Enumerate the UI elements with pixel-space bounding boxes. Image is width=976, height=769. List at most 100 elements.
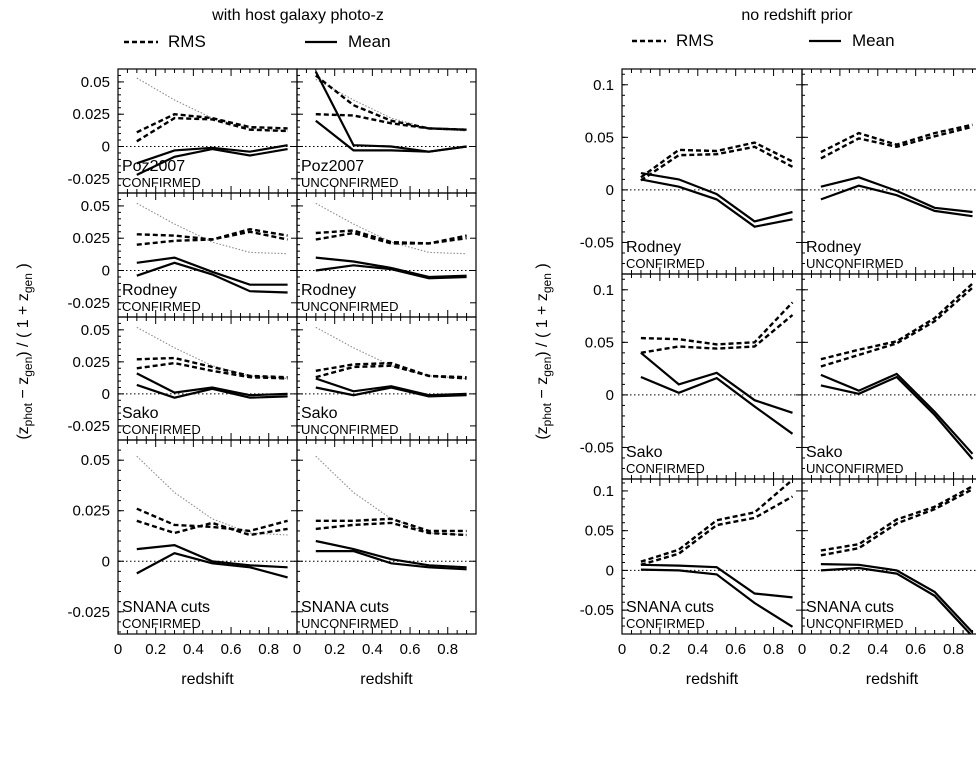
rms-series-line-1 [820,282,974,361]
x-tick-label: 0.8 [258,641,279,658]
rms-series-line-2 [640,495,794,566]
rms-series-line-1 [315,229,467,245]
y-tick-label: -0.05 [580,234,614,251]
panel-status-label: UNCONFIRMED [301,422,399,437]
mean-series-line-4 [315,264,467,280]
mean-series-line-3 [315,539,467,569]
reference-rms-line [136,455,288,536]
y-tick-label: 0.05 [81,322,110,339]
mean-series-line-4 [640,375,794,435]
series-group [136,202,288,294]
panel-frame [296,439,477,635]
rms-series-line-2 [315,113,467,131]
series-group [820,485,974,634]
rms-series-line-2 [315,364,467,380]
panel-status-label: UNCONFIRMED [806,461,904,476]
x-tick-label: 0.2 [145,641,166,658]
y-tick-label: 0 [102,263,110,280]
x-tick-label: 0.6 [905,641,926,658]
figure-content: with host galaxy photo-z RMS Mean -0.025 0 0.… [15,7,976,688]
reference-rms-line [136,202,288,255]
reference-rms-line [315,326,467,380]
rms-series-line-2 [820,125,973,160]
y-tick-label: 0.1 [593,77,614,94]
series-group [315,326,467,398]
series-group [136,326,288,399]
panel-status-label: UNCONFIRMED [301,616,399,631]
rms-series-line-2 [136,116,288,143]
panel-dataset-label: Rodney [626,239,681,256]
mean-series-line-3 [640,172,793,223]
y-tick-label: -0.025 [67,171,110,188]
x-tick-label: 0.2 [649,641,670,658]
rms-series-line-2 [820,488,974,557]
y-tick-label: 0 [102,386,110,403]
y-tick-label: 0.05 [81,452,110,469]
series-group [640,479,794,628]
x-tick-label: 0.4 [183,641,204,658]
mean-series-line-4 [640,568,794,628]
panel-dataset-label: Sako [806,444,843,461]
mean-series-line-3 [136,144,288,165]
panel-status-label: UNCONFIRMED [806,256,904,271]
rms-series-line-2 [315,231,467,245]
mean-series-line-4 [136,261,288,294]
y-tick-label: 0.025 [72,354,110,371]
mean-series-line-3 [315,256,467,279]
y-tick-label: 0.1 [593,282,614,299]
panel-dataset-label: Sako [122,405,159,422]
y-tick-label: 0.025 [72,503,110,520]
rms-series-line-2 [136,519,288,537]
y-tick-label: -0.05 [580,602,614,619]
rms-series-line-1 [820,485,974,552]
rms-series-line-2 [315,521,467,537]
mean-series-line-3 [315,377,467,397]
y-tick-label: 0.025 [72,106,110,123]
mean-series-line-4 [820,566,972,634]
rms-series-line-1 [315,517,467,533]
y-axis-label: (zphot − zgen) / ( 1 + zgen ) [15,263,35,439]
chart-no-prior: no redshift prior RMS Mean -0.05 0 0.05 0.1 Rod… [534,7,976,688]
series-group [136,77,288,176]
rms-series-line-1 [136,356,288,379]
y-tick-label: 0.05 [585,523,614,540]
legend: RMS Mean [632,31,895,50]
panel-dataset-label: Poz2007 [122,158,185,175]
rms-series-line-2 [136,361,288,380]
series-group [640,301,794,435]
y-tick-label: -0.05 [580,439,614,456]
mean-series-line-4 [820,184,973,218]
chart-host-photoz: with host galaxy photo-z RMS Mean -0.025 0 0.… [15,7,477,688]
x-tick-label: 0.8 [437,641,458,658]
x-axis-label: redshift [360,671,413,688]
x-axis-label: redshift [866,671,919,688]
panel-dataset-label: Sako [626,444,663,461]
panel-dataset-label: SNANA cuts [301,599,389,616]
x-tick-label: 0.2 [324,641,345,658]
y-tick-label: 0 [606,387,614,404]
panel-dataset-label: Rodney [806,239,861,256]
y-tick-label: 0.1 [593,483,614,500]
mean-series-line-4 [315,549,467,571]
y-tick-label: -0.025 [67,604,110,621]
mean-series-line-3 [640,351,793,414]
series-group [136,455,288,579]
mean-series-line-3 [820,372,974,455]
panel-dataset-label: Rodney [301,282,356,299]
legend-mean-label: Mean [852,31,895,50]
panel-status-label: CONFIRMED [626,616,705,631]
panel-status-label: UNCONFIRMED [301,299,399,314]
y-axis-label: (zphot − zgen) / ( 1 + zgen ) [534,263,554,439]
legend-mean-label: Mean [348,32,391,51]
x-tick-label: 0.4 [867,641,888,658]
y-tick-label: 0 [102,139,110,156]
panel-dataset-label: Rodney [122,282,177,299]
